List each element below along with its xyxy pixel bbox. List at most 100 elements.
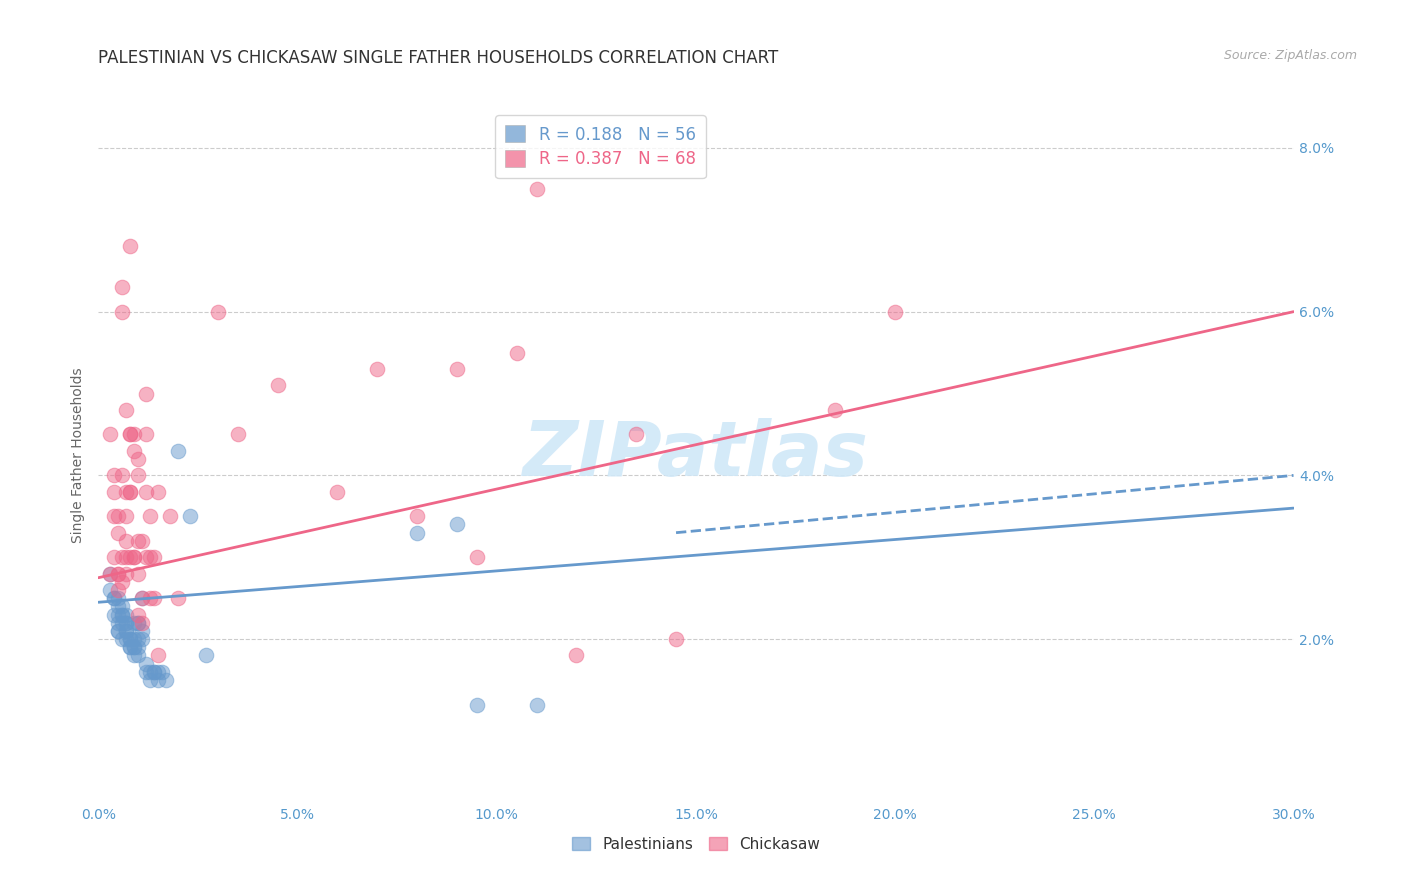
Point xyxy=(127,452,149,467)
Point xyxy=(120,484,142,499)
Point xyxy=(107,582,129,597)
Point xyxy=(98,582,122,597)
Point xyxy=(115,615,138,630)
Point xyxy=(446,517,468,532)
Point xyxy=(107,615,129,630)
Point xyxy=(143,550,166,565)
Point xyxy=(148,484,170,499)
Y-axis label: Single Father Households: Single Father Households xyxy=(72,368,86,542)
Point xyxy=(506,345,529,359)
Point xyxy=(131,533,153,548)
Point xyxy=(111,304,134,318)
Point xyxy=(103,484,125,499)
Point xyxy=(127,640,149,655)
Point xyxy=(148,665,170,679)
Point xyxy=(127,648,149,663)
Point xyxy=(124,427,146,442)
Point xyxy=(103,591,125,606)
Point xyxy=(124,640,146,655)
Point xyxy=(111,280,134,294)
Point xyxy=(115,566,138,581)
Point xyxy=(115,550,138,565)
Point xyxy=(406,509,429,524)
Point xyxy=(115,533,138,548)
Point xyxy=(111,607,134,622)
Point xyxy=(665,632,688,646)
Point xyxy=(115,615,138,630)
Point xyxy=(120,427,142,442)
Point xyxy=(124,550,146,565)
Text: PALESTINIAN VS CHICKASAW SINGLE FATHER HOUSEHOLDS CORRELATION CHART: PALESTINIAN VS CHICKASAW SINGLE FATHER H… xyxy=(98,49,779,67)
Point xyxy=(120,550,142,565)
Point xyxy=(143,591,166,606)
Point xyxy=(111,468,134,483)
Point xyxy=(131,591,153,606)
Point xyxy=(124,640,146,655)
Point xyxy=(366,362,388,376)
Point xyxy=(465,550,488,565)
Point xyxy=(565,648,588,663)
Point xyxy=(120,632,142,646)
Point xyxy=(207,304,229,318)
Point xyxy=(111,632,134,646)
Point xyxy=(139,673,162,687)
Point xyxy=(120,632,142,646)
Point xyxy=(526,182,548,196)
Point xyxy=(115,624,138,638)
Point xyxy=(267,378,290,392)
Text: Source: ZipAtlas.com: Source: ZipAtlas.com xyxy=(1223,49,1357,62)
Point xyxy=(626,427,648,442)
Point xyxy=(107,591,129,606)
Point xyxy=(107,525,129,540)
Point xyxy=(124,615,146,630)
Point xyxy=(103,509,125,524)
Point xyxy=(226,427,249,442)
Point xyxy=(111,599,134,614)
Point xyxy=(107,566,129,581)
Point xyxy=(135,657,157,671)
Point xyxy=(139,509,162,524)
Point xyxy=(111,574,134,589)
Point xyxy=(127,615,149,630)
Point xyxy=(115,624,138,638)
Point xyxy=(139,665,162,679)
Point xyxy=(150,665,173,679)
Point xyxy=(131,615,153,630)
Point xyxy=(127,607,149,622)
Point xyxy=(135,550,157,565)
Point xyxy=(107,624,129,638)
Point xyxy=(148,648,170,663)
Point xyxy=(179,509,201,524)
Point xyxy=(107,509,129,524)
Point xyxy=(103,550,125,565)
Point xyxy=(107,607,129,622)
Point xyxy=(124,550,146,565)
Point xyxy=(124,632,146,646)
Point xyxy=(120,427,142,442)
Point xyxy=(143,665,166,679)
Point xyxy=(131,624,153,638)
Point xyxy=(98,566,122,581)
Point xyxy=(115,509,138,524)
Point xyxy=(155,673,177,687)
Point xyxy=(148,673,170,687)
Point xyxy=(131,632,153,646)
Point xyxy=(111,550,134,565)
Point xyxy=(167,443,190,458)
Point xyxy=(167,591,190,606)
Point xyxy=(120,640,142,655)
Point xyxy=(98,427,122,442)
Point xyxy=(127,615,149,630)
Point xyxy=(107,624,129,638)
Point xyxy=(103,607,125,622)
Point xyxy=(115,632,138,646)
Point xyxy=(103,591,125,606)
Point xyxy=(127,632,149,646)
Point xyxy=(98,566,122,581)
Point xyxy=(135,427,157,442)
Point xyxy=(111,607,134,622)
Point xyxy=(884,304,907,318)
Point xyxy=(135,484,157,499)
Point xyxy=(139,591,162,606)
Point xyxy=(127,468,149,483)
